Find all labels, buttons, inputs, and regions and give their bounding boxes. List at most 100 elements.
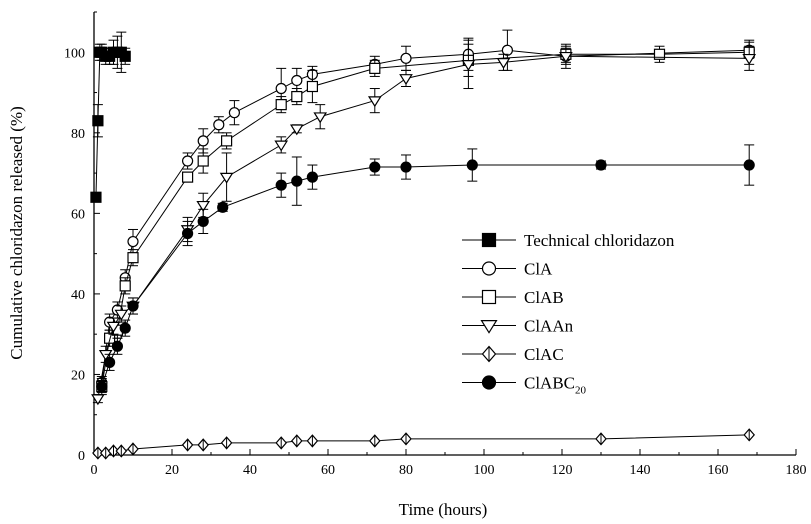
series-cla xyxy=(96,29,755,390)
data-point xyxy=(275,99,287,111)
y-tick-label: 0 xyxy=(78,449,85,464)
series-clac xyxy=(92,428,755,460)
legend-item: ClA xyxy=(462,260,553,279)
data-point xyxy=(228,107,240,119)
legend-label: Technical chloridazon xyxy=(524,231,675,250)
data-point xyxy=(119,280,131,292)
x-tick-label: 140 xyxy=(630,463,651,478)
data-point xyxy=(400,161,412,173)
x-tick-label: 180 xyxy=(786,463,807,478)
y-axis-label: Cumulative chloridazon released (%) xyxy=(7,106,26,359)
data-point xyxy=(275,82,287,95)
x-tick-label: 0 xyxy=(91,463,98,478)
y-tick-label: 60 xyxy=(71,207,85,222)
data-point xyxy=(127,300,139,312)
legend-label: ClABC20 xyxy=(524,374,587,397)
data-point xyxy=(595,159,607,171)
data-point xyxy=(399,74,413,86)
data-point xyxy=(742,53,757,65)
y-tick-label: 40 xyxy=(71,288,85,303)
data-point xyxy=(291,90,303,103)
data-point xyxy=(367,96,382,108)
legend: Technical chloridazon ClA ClAB ClAAn ClAC ClA… xyxy=(462,231,675,397)
data-point xyxy=(103,356,116,368)
data-point xyxy=(182,227,194,240)
data-point xyxy=(481,261,497,276)
x-tick-label: 40 xyxy=(243,463,257,478)
series-clabc20 xyxy=(96,144,755,396)
data-point xyxy=(219,172,234,184)
data-point xyxy=(501,44,513,56)
data-point xyxy=(289,124,304,136)
data-point xyxy=(274,140,289,152)
series-clab xyxy=(96,39,755,394)
x-tick-label: 120 xyxy=(552,463,573,478)
data-point xyxy=(106,321,121,333)
x-tick-label: 80 xyxy=(399,463,413,478)
data-point xyxy=(559,51,573,63)
data-point xyxy=(127,252,139,264)
legend-item: ClAAn xyxy=(462,317,574,336)
data-point xyxy=(653,48,666,60)
plot-axes: 0 20 40 60 80 100 120 140 160 180 0 20 40 60 80 100 xyxy=(64,11,807,478)
y-tick-label: 80 xyxy=(71,127,85,142)
data-point xyxy=(275,179,287,191)
data-point xyxy=(92,115,104,127)
data-point xyxy=(197,155,209,167)
x-axis-label: Time (hours) xyxy=(399,500,488,519)
data-point xyxy=(182,155,194,167)
data-point xyxy=(306,80,318,93)
series-line xyxy=(97,434,750,454)
data-point xyxy=(743,159,755,171)
legend-item: Technical chloridazon xyxy=(462,231,675,250)
y-tick-label: 20 xyxy=(71,368,85,383)
data-point xyxy=(197,215,209,228)
data-point xyxy=(98,349,113,361)
legend-label: ClAC xyxy=(524,345,564,364)
data-point xyxy=(119,50,131,62)
legend-label: ClAAn xyxy=(524,317,574,336)
x-tick-label: 20 xyxy=(165,463,179,478)
data-point xyxy=(197,135,209,147)
series-claan xyxy=(91,39,757,406)
legend-label: ClA xyxy=(524,260,553,279)
data-point xyxy=(481,232,497,248)
data-point xyxy=(291,74,303,87)
data-point xyxy=(221,135,233,147)
x-tick-label: 160 xyxy=(708,463,729,478)
data-point xyxy=(119,322,131,334)
data-point xyxy=(461,60,476,71)
data-point xyxy=(369,161,381,173)
x-tick-label: 60 xyxy=(321,463,335,478)
plot-series xyxy=(90,29,757,460)
legend-item: ClAB xyxy=(462,288,564,307)
data-point xyxy=(90,191,102,203)
series-technical-chloridazon xyxy=(90,31,131,203)
legend-item: ClABC20 xyxy=(462,374,587,397)
series-line xyxy=(101,49,750,383)
legend-label: ClAB xyxy=(524,288,564,307)
data-point xyxy=(313,112,328,124)
data-point xyxy=(182,171,194,183)
data-point xyxy=(96,380,108,393)
data-point xyxy=(127,235,139,248)
data-point xyxy=(114,309,129,321)
data-point xyxy=(306,171,318,183)
data-point xyxy=(481,375,497,390)
x-tick-label: 100 xyxy=(474,463,495,478)
data-point xyxy=(291,175,303,187)
series-line xyxy=(101,164,750,387)
data-point xyxy=(481,289,497,305)
data-point xyxy=(213,119,225,131)
y-tick-label: 100 xyxy=(64,46,85,61)
data-point xyxy=(480,320,498,334)
data-point xyxy=(196,200,211,212)
data-point xyxy=(369,62,381,74)
data-point xyxy=(111,340,124,352)
data-point xyxy=(217,201,229,213)
data-point xyxy=(496,57,511,69)
data-point xyxy=(466,159,478,171)
legend-item: ClAC xyxy=(462,345,564,364)
data-point xyxy=(400,52,412,64)
